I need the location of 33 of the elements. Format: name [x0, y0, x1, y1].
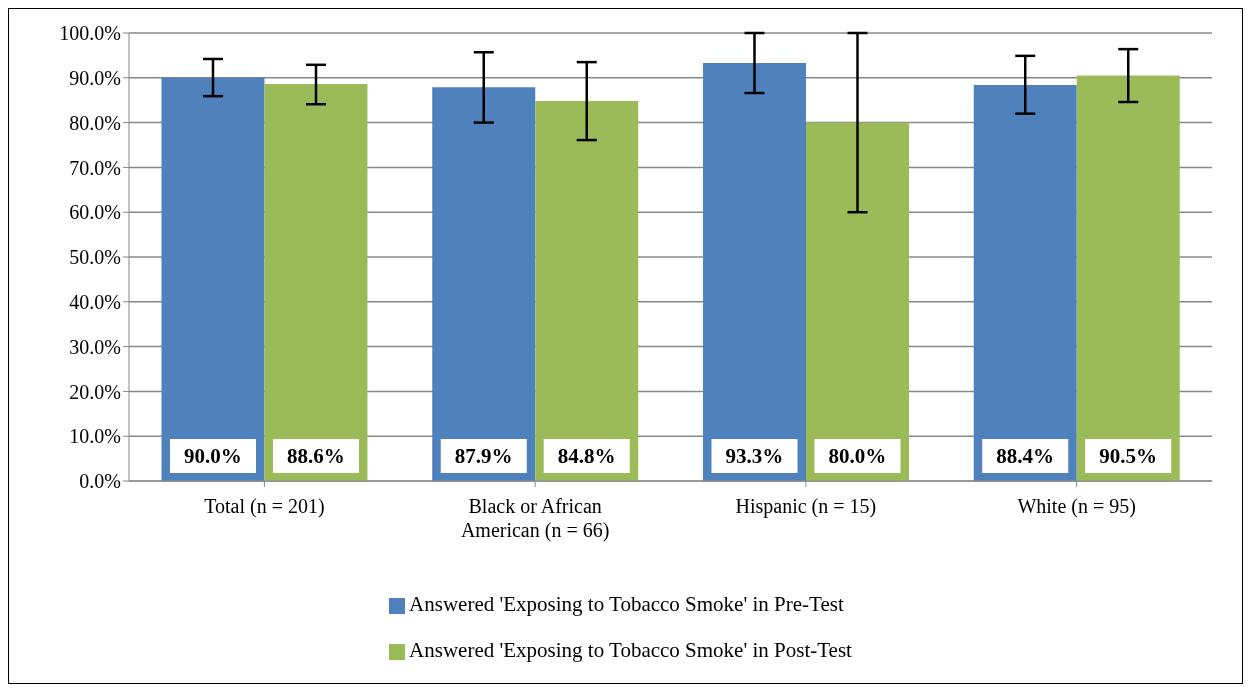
legend-label: Answered 'Exposing to Tobacco Smoke' in Post-Test [409, 638, 852, 662]
bar [264, 84, 368, 481]
y-tick-label: 40.0% [69, 290, 121, 313]
x-tick-label: Total (n = 201) [204, 495, 325, 518]
y-tick-label: 70.0% [69, 156, 121, 179]
y-tick-label: 30.0% [69, 335, 121, 358]
data-label: 80.0% [828, 444, 887, 468]
x-tick-label: Black or African American (n = 66) [460, 495, 610, 542]
data-label: 88.6% [287, 444, 345, 468]
bar [161, 77, 265, 481]
y-tick-label: 10.0% [69, 425, 121, 448]
y-tick-label: 0.0% [79, 470, 121, 493]
data-label: 90.5% [1099, 444, 1158, 468]
y-tick-label: 90.0% [69, 66, 121, 89]
bar [973, 84, 1077, 481]
y-tick-label: 20.0% [69, 380, 121, 403]
legend-label: Answered 'Exposing to Tobacco Smoke' in Pre-Test [409, 592, 844, 616]
x-tick-label: Hispanic (n = 15) [735, 495, 877, 518]
bar [432, 87, 536, 481]
y-tick-label: 50.0% [69, 246, 121, 269]
data-label: 88.4% [996, 444, 1055, 468]
bar [1076, 75, 1180, 481]
data-label: 93.3% [725, 444, 784, 468]
bar [535, 101, 639, 481]
bar [805, 122, 909, 481]
data-label: 90.0% [184, 444, 242, 468]
x-tick-label: White (n = 95) [1017, 495, 1136, 518]
data-label: 87.9% [454, 444, 513, 468]
bar [702, 63, 806, 481]
y-tick-label: 100.0% [59, 22, 121, 45]
y-tick-label: 60.0% [69, 201, 121, 224]
data-label: 84.8% [557, 444, 616, 468]
y-tick-label: 80.0% [69, 111, 121, 134]
